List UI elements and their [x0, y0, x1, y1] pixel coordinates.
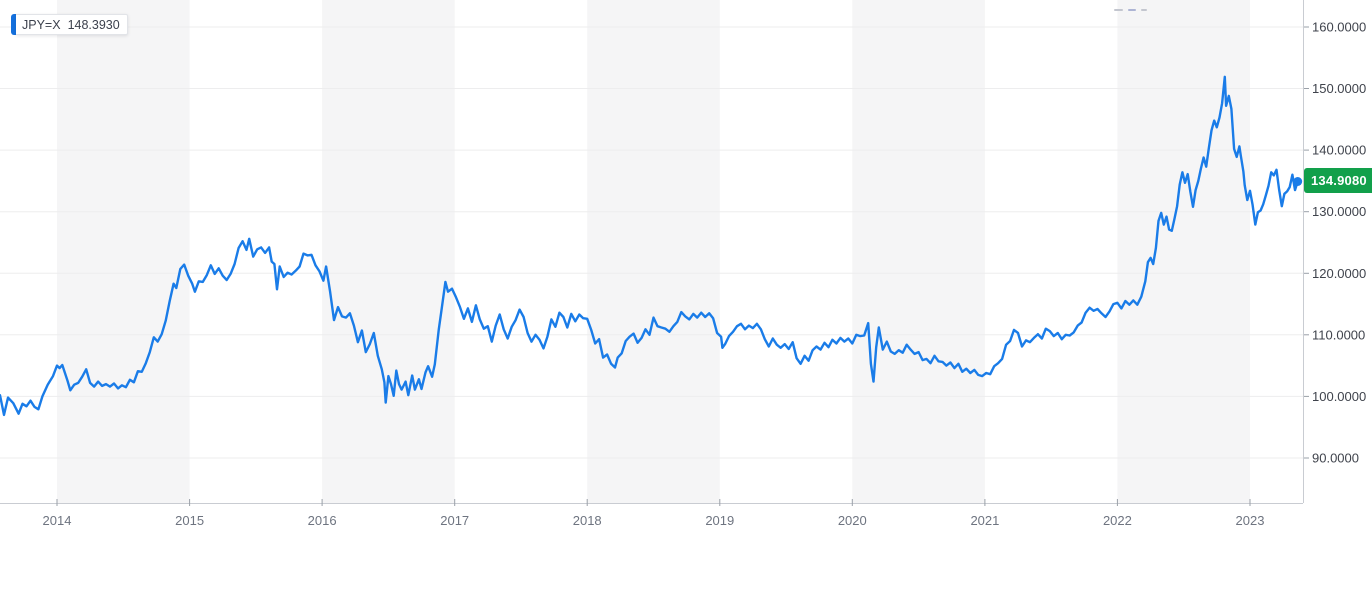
y-tick-label: 140.0000	[1312, 143, 1366, 158]
cropped-ui-artifact	[1128, 9, 1136, 11]
y-tick-label: 150.0000	[1312, 81, 1366, 96]
current-price-badge: 134.9080	[1304, 168, 1372, 194]
legend-value: 148.3930	[67, 17, 120, 32]
y-tick-label: 120.0000	[1312, 266, 1366, 281]
y-tick-label: 110.0000	[1312, 327, 1365, 342]
x-tick-label: 2017	[440, 513, 469, 528]
x-tick-label: 2015	[175, 513, 204, 528]
year-band	[852, 0, 985, 503]
legend-series-color-bar	[11, 14, 16, 35]
x-tick-label: 2023	[1236, 513, 1265, 528]
x-tick-label: 2019	[705, 513, 734, 528]
price-line-series	[0, 75, 1299, 417]
legend-pill[interactable]: JPY=X 148.3930	[11, 14, 128, 35]
x-tick-label: 2016	[308, 513, 337, 528]
latest-price-dot	[1293, 177, 1303, 186]
y-tick-label: 130.0000	[1312, 204, 1366, 219]
legend-box: JPY=X 148.3930	[16, 14, 128, 35]
x-tick-label: 2021	[970, 513, 999, 528]
x-tick-label: 2022	[1103, 513, 1132, 528]
cropped-ui-artifact	[1141, 9, 1147, 11]
y-tick-label: 100.0000	[1312, 389, 1366, 404]
y-tick-label: 160.0000	[1312, 20, 1366, 35]
x-tick-label: 2020	[838, 513, 867, 528]
year-band	[57, 0, 190, 503]
x-tick-label: 2018	[573, 513, 602, 528]
legend-symbol: JPY=X	[22, 17, 61, 32]
y-tick-label: 90.0000	[1312, 451, 1359, 466]
cropped-ui-artifact	[1114, 9, 1123, 11]
year-band	[587, 0, 720, 503]
year-band	[1117, 0, 1250, 503]
year-band	[322, 0, 455, 503]
x-tick-label: 2014	[43, 513, 72, 528]
